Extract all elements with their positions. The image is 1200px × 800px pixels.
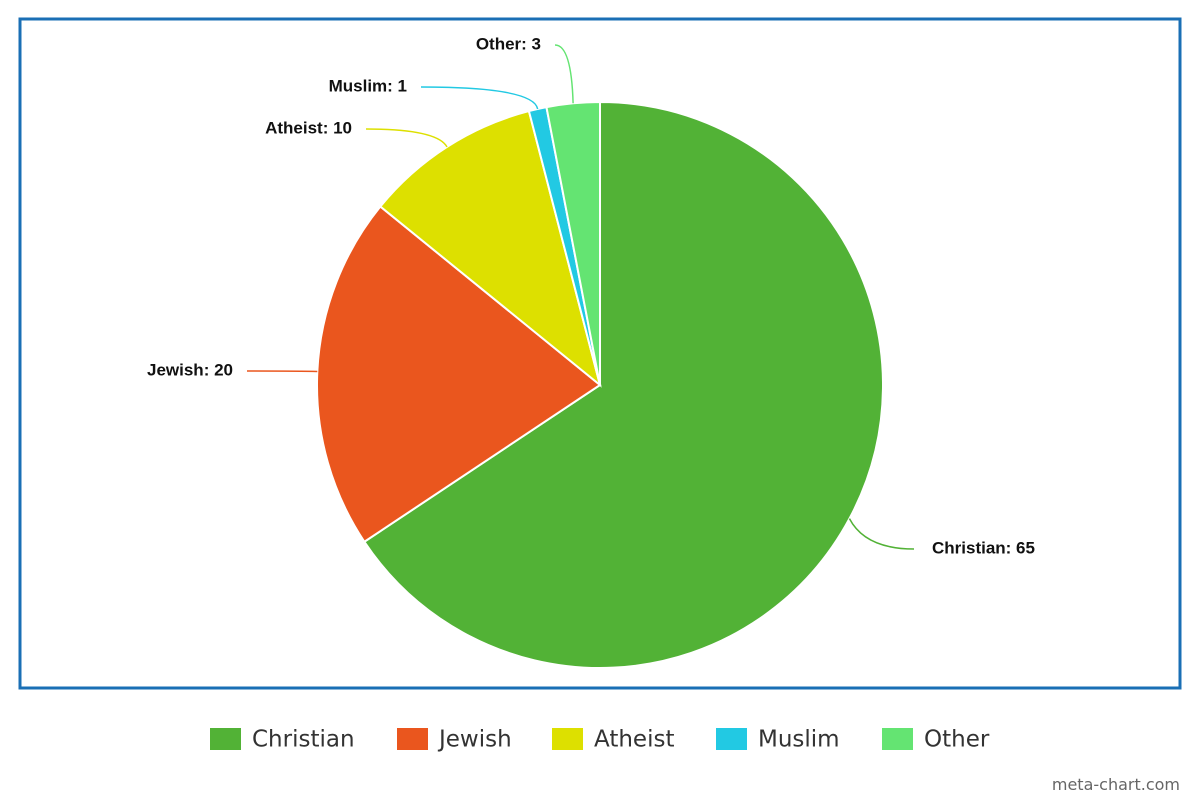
data-label: Muslim: 1 (329, 76, 407, 95)
legend-swatch (397, 728, 428, 750)
data-label: Atheist: 10 (265, 118, 352, 137)
legend-label: Atheist (594, 727, 674, 753)
legend-label: Christian (252, 727, 355, 753)
credit: meta-chart.com (1052, 775, 1180, 794)
leader-line (848, 518, 915, 550)
leader-line (420, 86, 539, 110)
data-label: Jewish: 20 (147, 360, 233, 379)
data-label: Other: 3 (476, 34, 541, 53)
legend-swatch (210, 728, 241, 750)
pie-slice (378, 109, 602, 388)
legend-swatch (882, 728, 913, 750)
leader-line (365, 128, 448, 148)
legend-swatch (552, 728, 583, 750)
legend-label: Other (924, 727, 990, 753)
legend-label: Muslim (758, 727, 840, 753)
leader-line (246, 370, 318, 373)
data-label: Christian: 65 (932, 538, 1035, 557)
pie-slice (316, 205, 602, 544)
legend-label: Jewish (437, 727, 512, 753)
legend-swatch (716, 728, 747, 750)
leader-line (554, 44, 574, 104)
